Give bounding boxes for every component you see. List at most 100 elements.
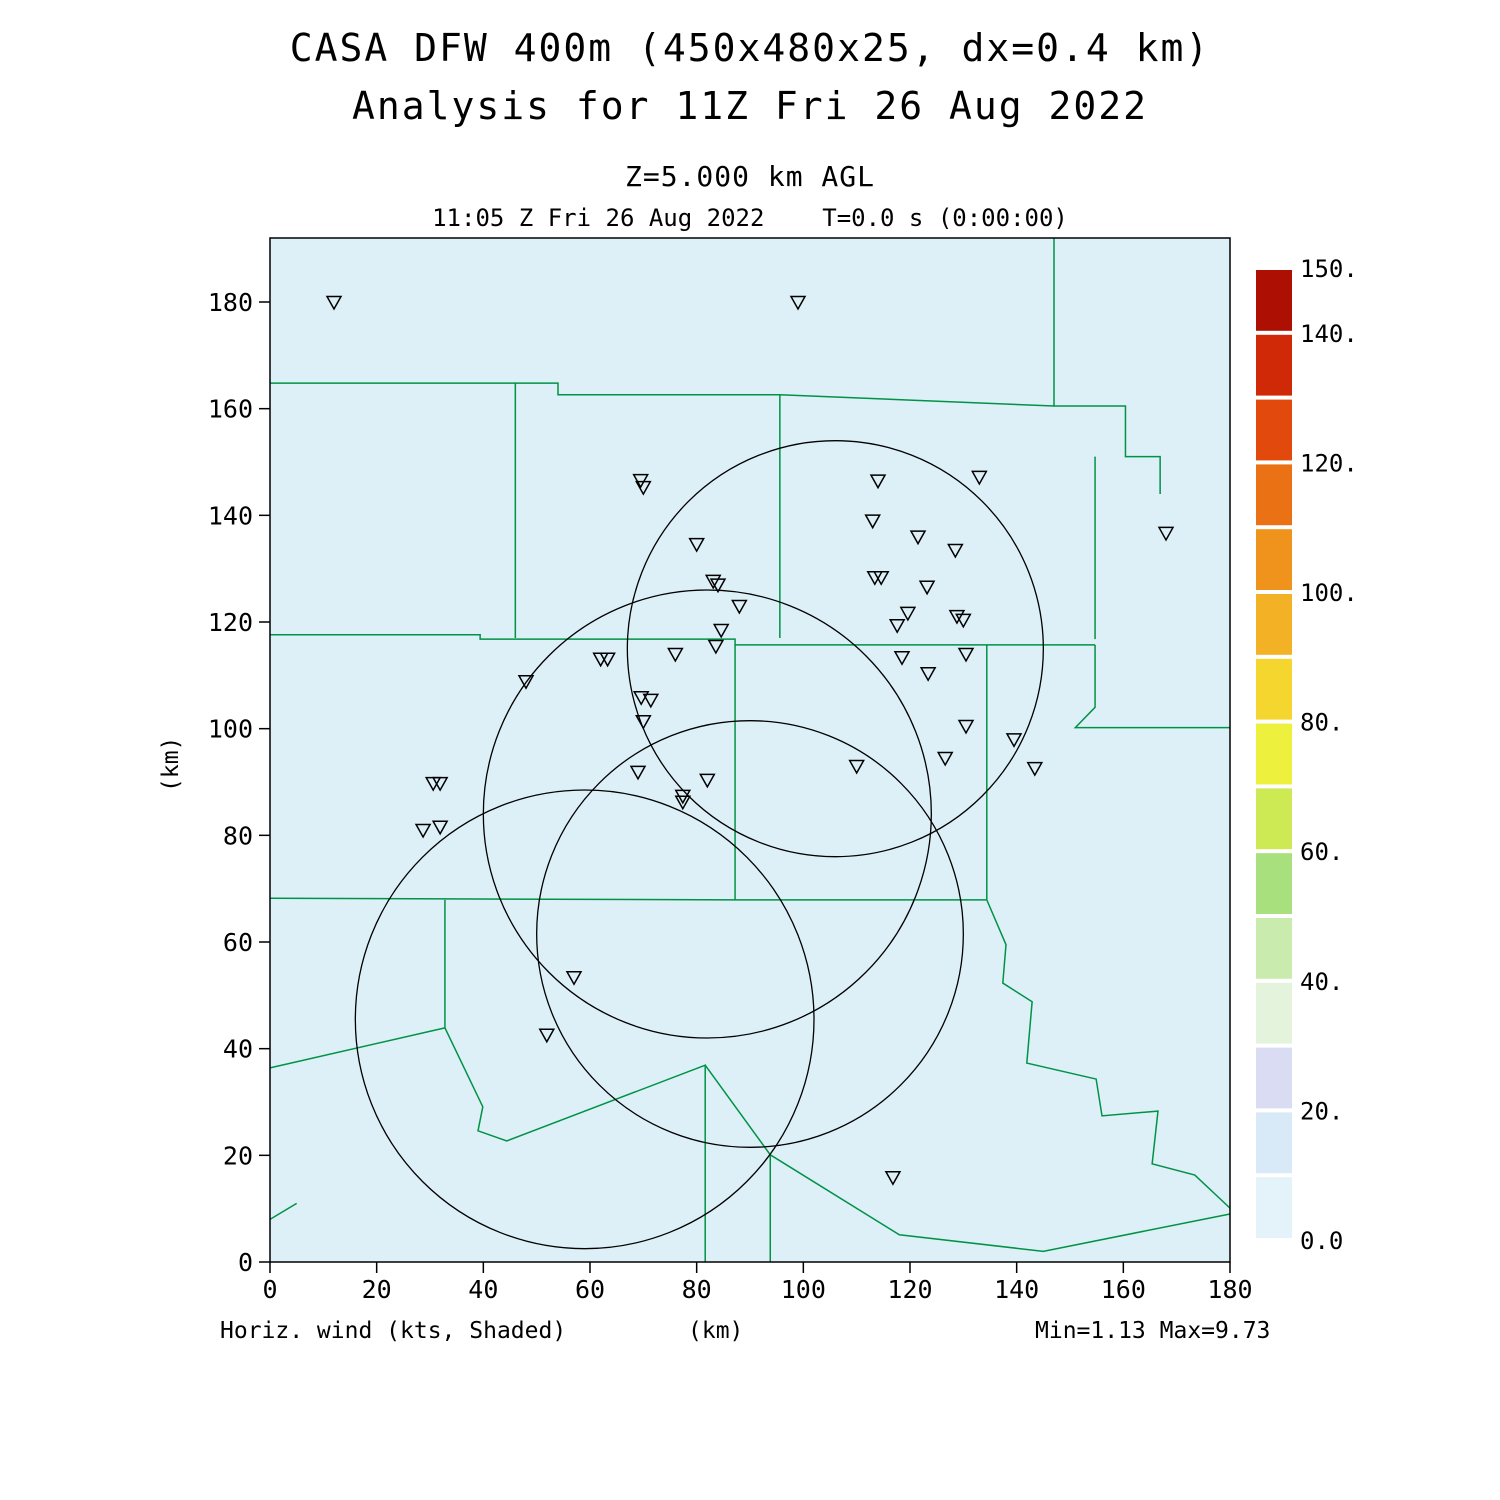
colorbar-label: 60. [1300,838,1343,866]
x-tick-label: 40 [468,1275,498,1304]
chart-subtitle: Analysis for 11Z Fri 26 Aug 2022 [351,84,1149,128]
county-line [1073,644,1230,729]
station-marker [864,514,881,530]
station-marker [709,578,727,594]
colorbar-segment [1256,464,1292,526]
colorbar-segment [1256,1047,1292,1109]
colorbar-label: 120. [1300,449,1358,477]
station-marker [667,647,684,663]
county-line [769,1154,1231,1253]
y-tick-label: 160 [208,395,253,424]
shaded-variable-label: Horiz. wind (kts, Shaded) [220,1318,567,1344]
colorbar-label: 150. [1300,255,1358,283]
colorbar-segment [1256,399,1292,461]
station-marker [957,647,975,663]
x-tick-label: 20 [362,1275,392,1304]
station-marker [632,690,650,706]
station-marker [517,674,535,690]
colorbar-label: 80. [1300,709,1343,737]
station-marker [1157,526,1175,542]
station-marker [699,773,716,789]
y-tick-label: 60 [223,928,253,957]
y-tick-label: 140 [208,501,253,530]
station-marker [955,613,972,629]
station-marker [629,765,647,781]
x-tick-label: 0 [262,1275,277,1304]
colorbar-label: 20. [1300,1097,1343,1125]
station-marker [688,537,705,553]
station-marker [789,295,807,311]
plot-border [269,237,1231,1263]
y-tick-label: 180 [208,288,253,317]
station-marker [674,795,692,811]
colorbar-segment [1256,594,1292,655]
station-marker [704,574,722,590]
colorbar-segment [1256,334,1292,396]
station-marker [642,693,660,709]
chart-title: CASA DFW 400m (450x480x25, dx=0.4 km) [289,26,1211,70]
colorbar-segment [1256,918,1292,979]
colorbar-segment [1256,658,1292,720]
station-marker [414,823,432,839]
county-line [1053,238,1161,494]
station-marker [947,543,964,559]
station-marker [848,759,865,775]
x-tick-label: 60 [575,1275,605,1304]
station-marker [948,609,966,625]
x-axis: 0 20 40 60 80 100 120 140 160 180 [262,1262,1253,1304]
valid-time-label: 11:05 Z Fri 26 Aug 2022 T=0.0 s (0:00:00… [432,204,1068,232]
station-marker [919,666,937,682]
station-marker [899,606,917,622]
x-tick-label: 100 [781,1275,826,1304]
station-marker [957,719,975,735]
x-tick-label: 80 [682,1275,712,1304]
x-tick-label: 120 [887,1275,932,1304]
station-marker [918,580,936,596]
county-line [270,634,1096,646]
station-marker [635,714,652,730]
colorbar-label: 140. [1300,320,1358,348]
x-tick-label: 160 [1101,1275,1146,1304]
station-marker [565,970,583,986]
colorbar-label: 100. [1300,579,1358,607]
y-tick-label: 80 [223,821,253,850]
y-tick-label: 40 [223,1035,253,1064]
station-marker [888,618,906,634]
wind-field [270,238,1230,1262]
station-marker [325,295,343,311]
station-marker [869,474,887,490]
station-marker [1005,733,1023,748]
station-marker [936,751,954,767]
station-marker [893,650,911,666]
station-marker [971,470,988,486]
station-marker [538,1028,556,1044]
station-marker [872,570,890,586]
colorbar: 0.0 20. 40. 60. 80. 100. 120. 140. 150. [1256,255,1358,1255]
county-line [515,382,781,638]
colorbar-segment [1256,982,1292,1044]
colorbar-segment [1256,1177,1292,1238]
station-marker [431,820,449,836]
colorbar-label: 0.0 [1300,1227,1343,1255]
county-boundaries [269,238,1231,1262]
colorbar-segment [1256,270,1292,331]
range-ring [536,720,964,1148]
range-ring [354,789,815,1250]
range-ring [626,440,1044,858]
station-marker [712,623,730,639]
station-marker [431,776,449,792]
min-max-label: Min=1.13 Max=9.73 [1035,1318,1271,1344]
station-marker [909,530,927,546]
station-marker [1026,761,1044,777]
y-axis-title: (km) [158,736,184,792]
y-axis: 0 20 40 60 80 100 120 140 160 180 [208,288,270,1277]
y-tick-label: 100 [208,715,253,744]
colorbar-segment [1256,529,1292,590]
level-label: Z=5.000 km AGL [624,160,875,193]
station-marker [599,652,616,668]
colorbar-segment [1256,723,1292,785]
county-line [986,899,1231,1209]
county-line [779,394,1055,407]
